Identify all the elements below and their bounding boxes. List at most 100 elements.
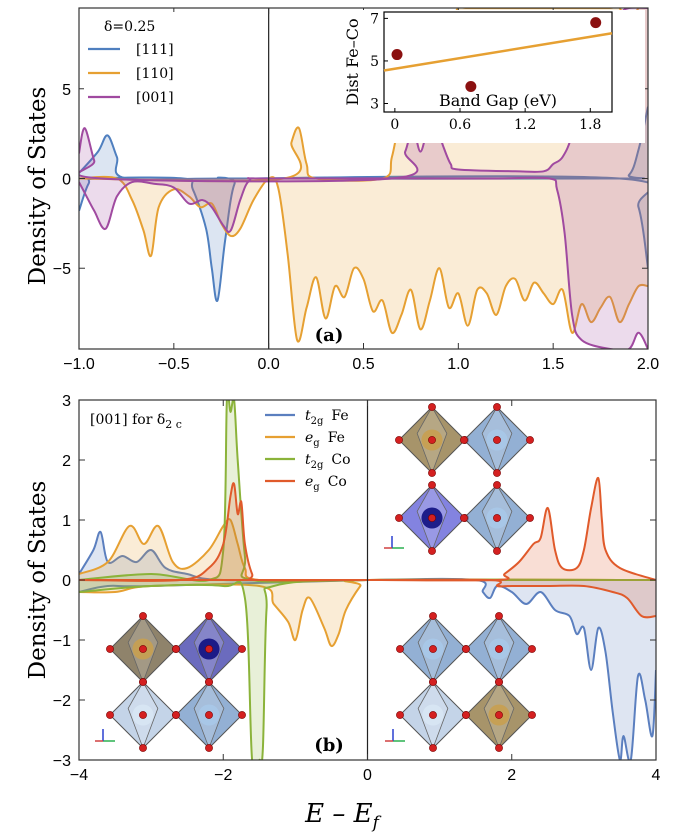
octahedron-co-2 (172, 612, 246, 686)
crystal-structure-bottom-left (95, 612, 246, 752)
axes-icon-2 (95, 729, 115, 742)
oxygen-atom (106, 711, 114, 719)
oxygen-atom (462, 711, 470, 719)
x-tick-label: 2.0 (637, 356, 659, 373)
panel-b-ylabel: Density of States (25, 481, 51, 680)
plot-area (79, 400, 656, 760)
oxygen-atom (428, 547, 436, 555)
legend-a-label: [111] (136, 42, 174, 58)
oxygen-atom (428, 469, 436, 477)
x-tick-label: −4 (70, 767, 88, 784)
y-tick-label: 0 (62, 573, 71, 590)
legend-b-label-sub: g (313, 438, 320, 449)
panel-b-annotation: [001] for δ2 c (90, 412, 182, 431)
series-line-1-down (79, 578, 656, 648)
legend-a-background (84, 12, 184, 112)
oxygen-atom (428, 436, 436, 444)
inset-fit-line (383, 32, 613, 72)
oxygen-atom (139, 612, 147, 620)
legend-a: δ=0.25 [111] [110] [001] (84, 12, 184, 112)
series-fill-2-up (79, 8, 648, 182)
legend-b-label-sub: 2g (311, 416, 324, 427)
oxygen-atom (493, 436, 501, 444)
legend-b-label-main: t (305, 452, 311, 468)
oxygen-atom (429, 744, 437, 752)
legend-b-label-tail: Fe (331, 408, 348, 424)
y-tick-label: 5 (62, 82, 71, 99)
inset-background (325, 10, 645, 143)
x-tick-label: 0 (363, 767, 372, 784)
inset-x-tick-label: 1.8 (579, 117, 601, 133)
delta-annotation: δ=0.25 (104, 19, 155, 35)
inset-y-tick-label: 3 (370, 96, 379, 112)
legend-b-label: eg Co (305, 474, 347, 493)
legend-b-label: t2g Fe (305, 408, 349, 427)
series-fill-1-down (79, 176, 648, 342)
oxygen-atom (528, 645, 536, 653)
panel-label-a: (a) (315, 325, 344, 346)
x-tick-label: 2 (507, 767, 516, 784)
oxygen-atom (139, 645, 147, 653)
oxygen-atom (205, 744, 213, 752)
legend-b-label-tail: Co (328, 474, 347, 490)
octahedron-fe-7 (396, 612, 470, 686)
crystal-structure-bottom-right (385, 612, 536, 752)
oxygen-atom (428, 403, 436, 411)
oxygen-atom (526, 514, 534, 522)
oxygen-atom (205, 678, 213, 686)
oxygen-atom (493, 469, 501, 477)
panel-b-annotation-sub: 2 c (165, 418, 182, 431)
oxygen-atom (495, 711, 503, 719)
oxygen-atom (462, 645, 470, 653)
legend-a-label: [110] (136, 66, 174, 82)
legend-b-label-main: e (305, 474, 313, 490)
legend-b-label-tail: Co (331, 452, 350, 468)
oxygen-atom (429, 711, 437, 719)
oxygen-atom (429, 678, 437, 686)
octahedron-fe-8 (462, 612, 536, 686)
panel-a-ylabel: Density of States (25, 87, 51, 286)
legend-a-label: [001] (136, 90, 174, 106)
inset-xlabel: Band Gap (eV) (439, 91, 557, 110)
x-tick-label: 0.5 (352, 356, 374, 373)
x-tick-label: 4 (652, 767, 661, 784)
oxygen-atom (526, 436, 534, 444)
x-tick-label: −2 (214, 767, 232, 784)
series-line-3-up (79, 476, 656, 582)
y-tick-label: −1 (53, 633, 71, 650)
oxygen-atom (139, 744, 147, 752)
series-line-0-down (79, 175, 648, 302)
series-fill-2-down (79, 177, 648, 349)
inset-point (590, 17, 602, 29)
oxygen-atom (396, 711, 404, 719)
octahedron-fe-9 (396, 678, 470, 752)
inset-x-tick-label: 0 (390, 117, 399, 133)
oxygen-atom (205, 645, 213, 653)
octahedron-co-3 (462, 678, 536, 752)
oxygen-atom (495, 612, 503, 620)
oxygen-atom (493, 547, 501, 555)
oxygen-atom (493, 403, 501, 411)
octahedron-co-1 (395, 481, 469, 555)
series-line-2-down (79, 176, 648, 349)
y-tick-label: 3 (62, 393, 71, 410)
octahedron-fe-5 (106, 678, 180, 752)
inset-ylabel: Dist Fe–Co (343, 18, 362, 105)
oxygen-atom (495, 744, 503, 752)
y-tick-label: 0 (62, 172, 71, 189)
legend-b-label-main: e (305, 430, 313, 446)
oxygen-atom (493, 481, 501, 489)
inset-x-tick-label: 1.2 (514, 117, 536, 133)
inset-point (391, 49, 403, 61)
inset-scatter: 0 0.6 1.2 1.8 7 5 3 Band Gap (eV) Dist Fe–Co (325, 10, 645, 143)
oxygen-atom (428, 514, 436, 522)
oxygen-atom (172, 645, 180, 653)
panel-b-annotation-main: [001] for δ (90, 412, 165, 428)
legend-b-label: t2g Co (305, 452, 351, 471)
legend-b-label-sub: 2g (311, 460, 324, 471)
oxygen-atom (395, 436, 403, 444)
oxygen-atom (106, 645, 114, 653)
series-fill-3-down (79, 579, 656, 618)
x-tick-label: 1.0 (447, 356, 469, 373)
y-tick-label: 2 (62, 453, 71, 470)
